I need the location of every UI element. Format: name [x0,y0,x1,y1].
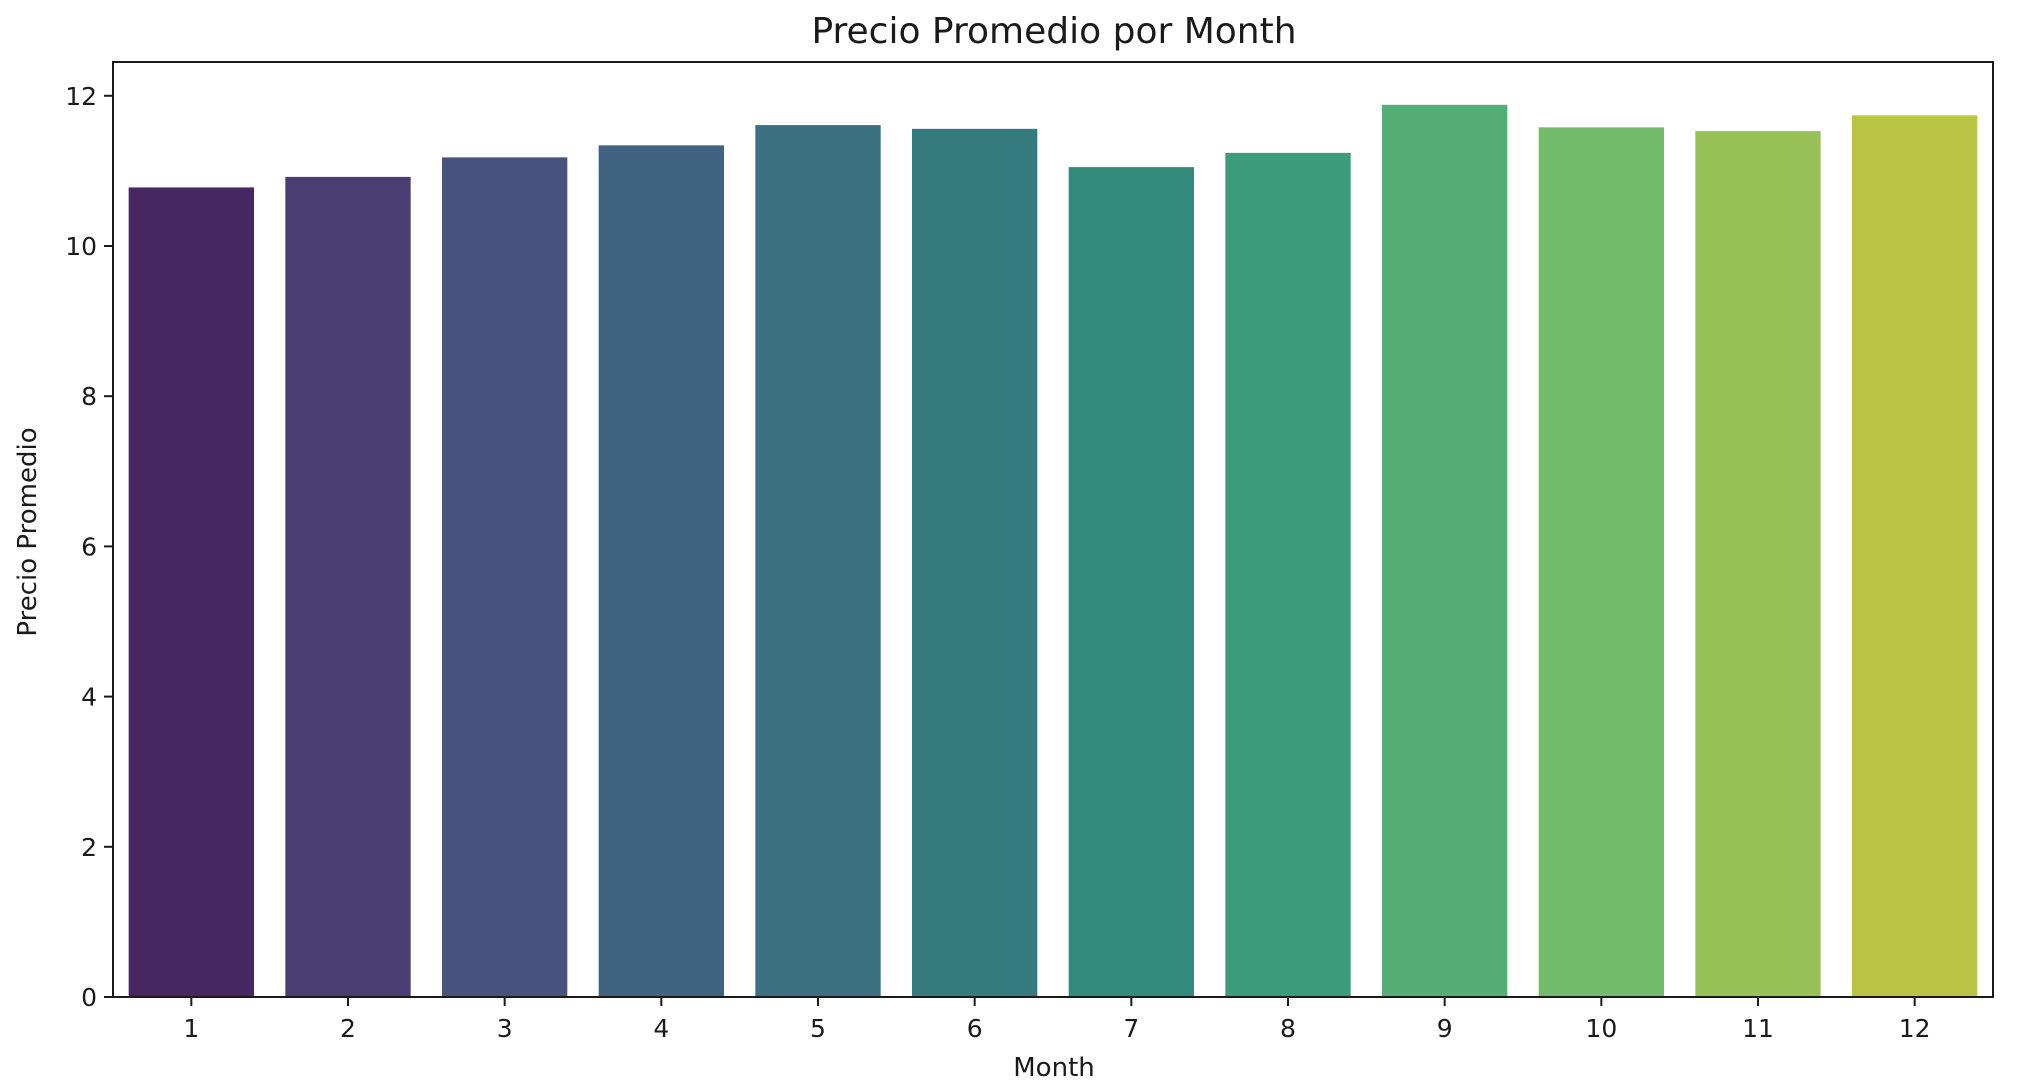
x-tick-label: 1 [183,1014,199,1043]
x-tick-label: 12 [1899,1014,1931,1043]
bar-month-1 [128,187,254,997]
x-tick-label: 8 [1280,1014,1296,1043]
y-tick-label: 12 [65,82,97,111]
y-axis-label: Precio Promedio [13,427,43,636]
x-tick-label: 3 [497,1014,513,1043]
x-tick-label: 6 [967,1014,983,1043]
bar-month-3 [442,157,568,997]
x-tick-label: 11 [1742,1014,1774,1043]
x-tick-label: 5 [810,1014,826,1043]
y-tick-label: 8 [81,382,97,411]
x-tick-label: 10 [1585,1014,1617,1043]
y-tick-label: 4 [81,683,97,712]
y-tick-label: 2 [81,833,97,862]
bar-month-2 [285,176,411,997]
bar-month-5 [755,125,881,997]
bar-month-9 [1382,104,1508,997]
bars-group [128,104,1978,998]
x-tick-label: 7 [1123,1014,1139,1043]
chart-title: Precio Promedio por Month [811,11,1296,52]
x-axis: 1 2 3 4 5 6 7 8 9 10 11 12 [183,997,1931,1043]
x-axis-label: Month [1013,1053,1095,1083]
bar-month-8 [1225,152,1351,998]
x-tick-label: 2 [340,1014,356,1043]
x-tick-label: 4 [653,1014,669,1043]
bar-month-6 [912,128,1038,997]
bar-month-12 [1852,115,1978,997]
y-tick-label: 6 [81,532,97,561]
bar-month-11 [1695,131,1821,997]
bar-month-10 [1538,127,1664,998]
y-axis: 0 2 4 6 8 10 12 [65,82,113,1012]
x-tick-label: 9 [1437,1014,1453,1043]
y-tick-label: 0 [81,983,97,1012]
y-tick-label: 10 [65,232,97,261]
bar-month-4 [598,145,724,997]
plot-frame [112,61,1994,998]
bar-month-7 [1068,167,1194,997]
